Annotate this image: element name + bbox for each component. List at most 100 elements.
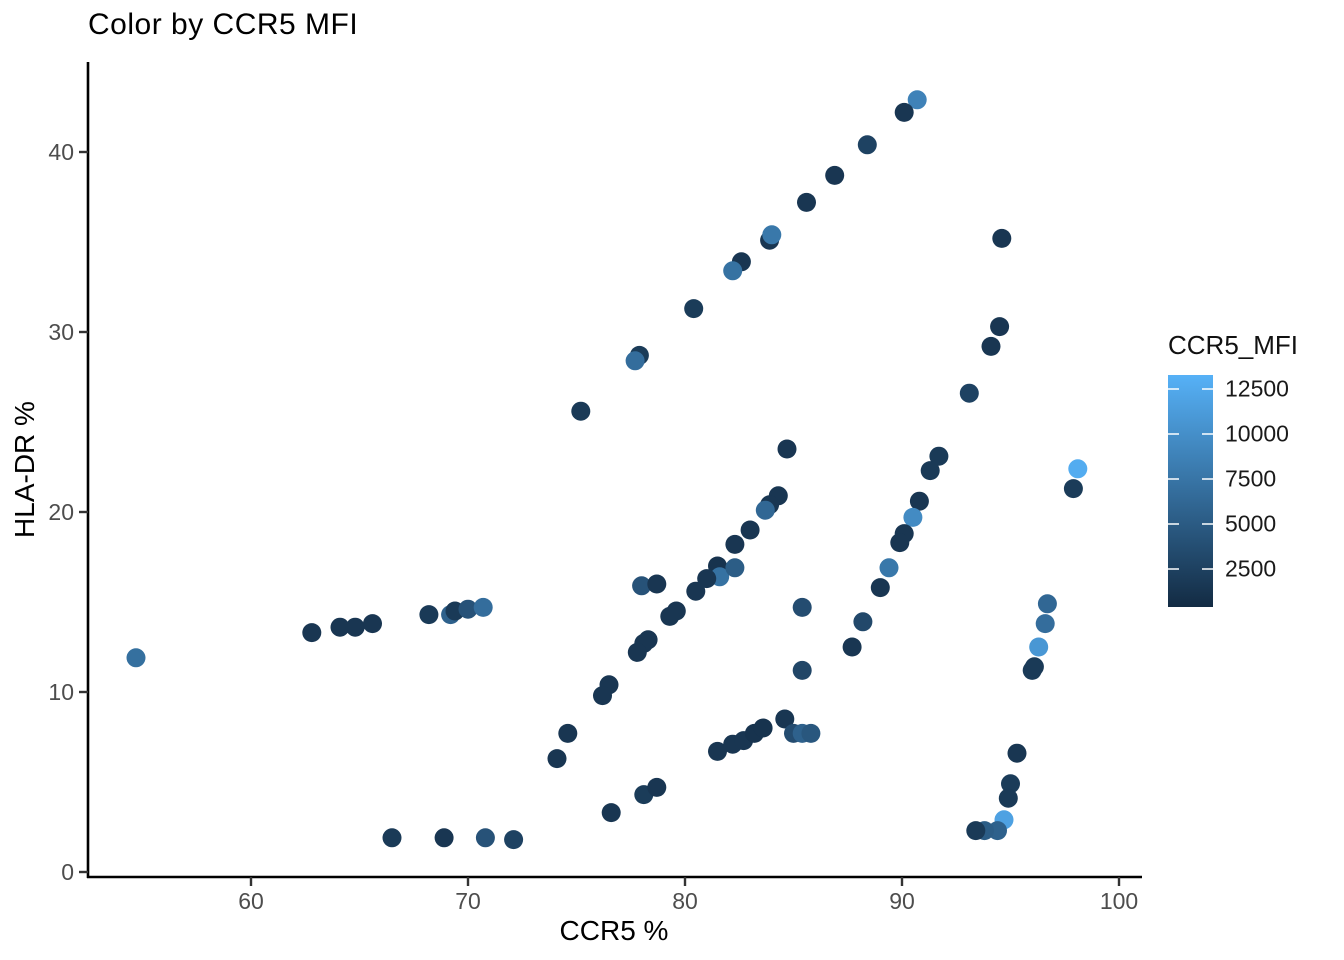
y-tick-label: 0 bbox=[61, 859, 74, 885]
data-point bbox=[870, 578, 890, 598]
data-point bbox=[697, 569, 717, 589]
data-point bbox=[593, 686, 612, 706]
data-point bbox=[755, 500, 775, 520]
data-point bbox=[775, 709, 795, 729]
data-point bbox=[686, 581, 706, 601]
legend-tick-mark bbox=[1202, 388, 1213, 391]
data-point bbox=[988, 821, 1007, 841]
data-point bbox=[797, 192, 816, 212]
data-point bbox=[1001, 774, 1020, 794]
legend-tick-label: 7500 bbox=[1225, 465, 1277, 492]
x-tick-label: 80 bbox=[672, 888, 698, 914]
data-point bbox=[1068, 459, 1088, 479]
data-point bbox=[419, 605, 439, 625]
data-point bbox=[627, 642, 647, 662]
chart-title: Color by CCR5 MFI bbox=[88, 8, 359, 41]
data-point bbox=[842, 637, 862, 657]
legend-tick-mark bbox=[1168, 568, 1179, 571]
data-point bbox=[1007, 743, 1027, 763]
legend-tick-mark bbox=[1168, 388, 1179, 391]
data-point bbox=[998, 788, 1018, 808]
data-point bbox=[725, 558, 745, 578]
data-point bbox=[434, 828, 454, 848]
data-point bbox=[740, 520, 760, 540]
x-tick-label: 90 bbox=[889, 888, 915, 914]
data-point bbox=[725, 534, 745, 554]
data-point bbox=[894, 102, 914, 122]
data-point bbox=[981, 336, 1001, 356]
data-point bbox=[547, 749, 567, 769]
legend: CCR5_MFI 2500 5000 7500 10000 12500 bbox=[1168, 330, 1344, 625]
data-point bbox=[302, 623, 322, 643]
data-point bbox=[1063, 479, 1083, 499]
legend-tick-mark bbox=[1202, 523, 1213, 526]
data-point bbox=[684, 299, 704, 319]
data-point bbox=[1037, 594, 1057, 614]
legend-title: CCR5_MFI bbox=[1168, 330, 1299, 360]
x-axis-title: CCR5 % bbox=[560, 915, 669, 946]
legend-tick-label: 10000 bbox=[1225, 420, 1289, 447]
data-point bbox=[363, 614, 382, 634]
data-point bbox=[879, 558, 899, 578]
y-tick-label: 20 bbox=[48, 499, 74, 525]
data-point bbox=[792, 660, 812, 680]
y-axis-title: HLA-DR % bbox=[9, 401, 40, 538]
y-tick-label: 30 bbox=[48, 319, 74, 345]
x-tick-label: 60 bbox=[238, 888, 264, 914]
data-point bbox=[345, 617, 365, 637]
legend-tick-label: 2500 bbox=[1225, 555, 1277, 582]
data-point bbox=[126, 648, 146, 668]
data-point bbox=[853, 612, 873, 632]
data-point bbox=[558, 723, 578, 743]
legend-gradient-container: 2500 5000 7500 10000 12500 bbox=[1168, 375, 1344, 625]
legend-tick-mark bbox=[1202, 433, 1213, 436]
data-point bbox=[504, 830, 524, 850]
data-point bbox=[330, 617, 350, 637]
data-point bbox=[601, 803, 621, 823]
data-point bbox=[475, 828, 495, 848]
y-tick-label: 10 bbox=[48, 679, 74, 705]
data-point bbox=[632, 576, 652, 596]
data-point bbox=[907, 90, 927, 110]
legend-tick-label: 5000 bbox=[1225, 510, 1277, 537]
data-point bbox=[959, 383, 979, 403]
data-point bbox=[929, 446, 949, 466]
x-tick-label: 100 bbox=[1100, 888, 1138, 914]
data-point bbox=[857, 135, 877, 155]
y-tick-label: 40 bbox=[48, 139, 74, 165]
data-point bbox=[990, 317, 1010, 337]
data-point bbox=[647, 777, 667, 797]
data-point bbox=[825, 165, 845, 185]
data-point bbox=[708, 741, 727, 761]
legend-tick-mark bbox=[1168, 523, 1179, 526]
data-point bbox=[777, 439, 797, 459]
legend-tick-mark bbox=[1168, 478, 1179, 481]
x-tick-label: 70 bbox=[455, 888, 481, 914]
legend-gradient-bar bbox=[1168, 375, 1213, 607]
data-point bbox=[625, 351, 645, 371]
data-point bbox=[762, 225, 782, 245]
legend-tick-label: 12500 bbox=[1225, 375, 1289, 402]
data-point bbox=[382, 828, 402, 848]
legend-tick-mark bbox=[1202, 568, 1213, 571]
data-point bbox=[890, 533, 910, 553]
data-point bbox=[723, 261, 743, 281]
data-point bbox=[1029, 637, 1049, 657]
data-point bbox=[966, 821, 986, 841]
data-point bbox=[903, 507, 923, 527]
data-point bbox=[909, 491, 929, 511]
data-point bbox=[660, 606, 680, 626]
data-point bbox=[920, 461, 940, 481]
data-point bbox=[571, 401, 591, 421]
data-point bbox=[753, 718, 773, 738]
data-point bbox=[792, 597, 812, 617]
data-point bbox=[1035, 614, 1055, 634]
data-point bbox=[473, 597, 493, 617]
data-point bbox=[992, 228, 1012, 248]
data-point bbox=[458, 599, 478, 619]
legend-tick-mark bbox=[1202, 478, 1213, 481]
data-point bbox=[1022, 660, 1042, 680]
legend-tick-mark bbox=[1168, 433, 1179, 436]
